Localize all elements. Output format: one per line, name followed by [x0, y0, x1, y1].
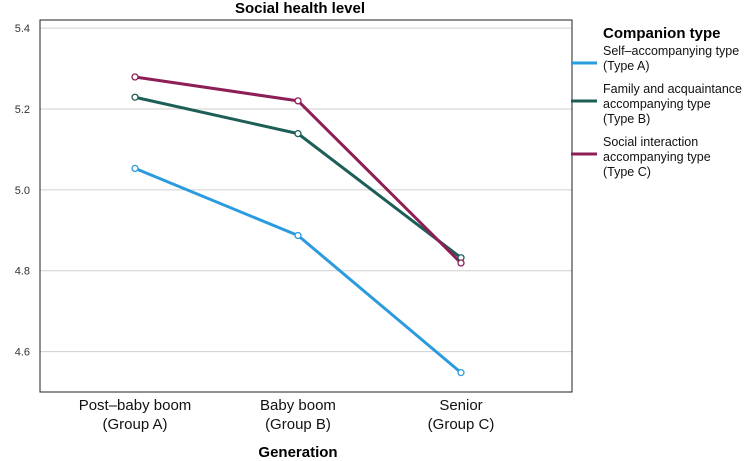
y-axis-ticks: 4.6 4.8 5.0 5.2 5.4: [15, 23, 30, 358]
x-axis-categories: Post–baby boom (Group A) Baby boom (Group B…: [79, 397, 495, 433]
x-category-label: Baby boom (Group B): [260, 397, 336, 433]
plot-area-border: [39, 19, 573, 393]
legend-title: Companion type: [603, 25, 721, 42]
series-lines: [131, 73, 465, 377]
data-point: [131, 164, 139, 173]
legend-item-1: Self–accompanying type (Type A): [603, 44, 739, 73]
legend: Companion type Self–accompanying type (Ty…: [571, 25, 742, 179]
y-tick-label: 5.4: [15, 23, 30, 35]
data-point: [131, 93, 139, 101]
legend-item-2: Family and acquaintance accompanying type…: [603, 82, 742, 126]
y-tick-label: 5.0: [15, 185, 30, 197]
data-point: [294, 129, 302, 138]
data-point: [294, 231, 302, 240]
y-tick-label: 4.8: [15, 266, 30, 278]
x-axis-title: Generation: [258, 444, 337, 461]
x-category-label: Post–baby boom (Group A): [79, 397, 192, 433]
chart-title: Social health level: [235, 0, 365, 17]
grid: [40, 27, 572, 353]
data-point: [131, 73, 139, 81]
y-tick-label: 5.2: [15, 104, 30, 116]
data-point: [457, 368, 465, 377]
data-point: [294, 97, 302, 105]
y-tick-label: 4.6: [15, 347, 30, 359]
x-category-label: Senior (Group C): [428, 397, 495, 433]
data-point: [457, 259, 465, 267]
legend-item-3: Social interaction accompanying type (Type…: [603, 135, 711, 179]
